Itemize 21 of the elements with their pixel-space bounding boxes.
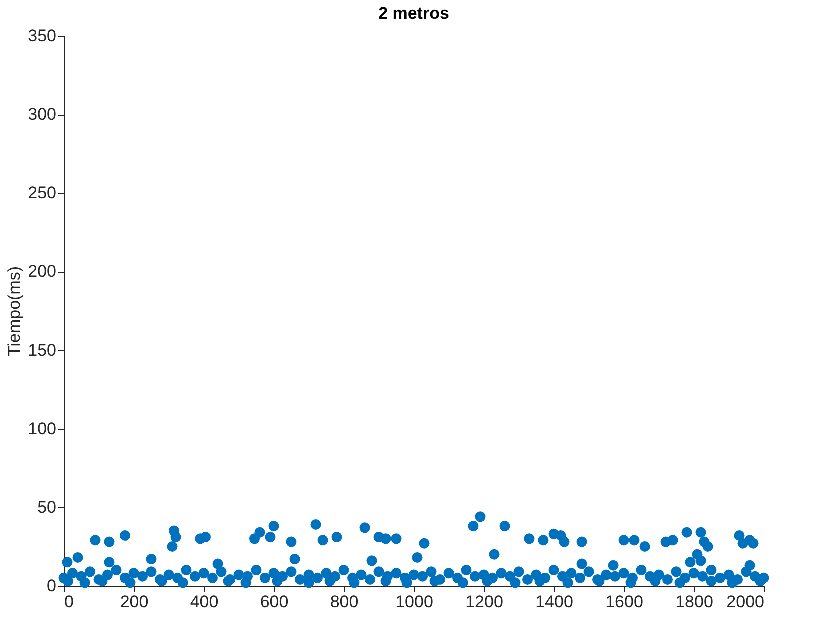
x-tick-label: 200 <box>120 592 149 612</box>
x-tick-label: 1600 <box>606 592 644 612</box>
y-tick-label: 50 <box>38 498 56 517</box>
y-tick-label: 200 <box>28 262 56 282</box>
x-tick-label: 1000 <box>396 592 434 612</box>
x-tick-label: 800 <box>330 592 359 612</box>
y-tick-label: 0 <box>47 576 56 596</box>
x-tick-label: 400 <box>190 592 219 612</box>
x-tick-label: 600 <box>260 592 289 612</box>
x-tick-label: 1400 <box>536 592 574 612</box>
x-tick-label: 0 <box>64 592 74 612</box>
y-tick-label: 100 <box>28 419 56 438</box>
y-tick-label: 150 <box>28 340 56 360</box>
y-axis-title: Tiempo(ms) <box>5 266 24 357</box>
y-tick-label: 250 <box>28 184 56 203</box>
x-tick-label: 2000 <box>726 592 764 612</box>
x-tick-label: 1800 <box>676 592 714 612</box>
x-tick-label: 1200 <box>466 592 504 612</box>
y-tick-label: 350 <box>28 26 56 46</box>
chart-title: 2 metros <box>378 4 450 23</box>
y-tick-label: 300 <box>28 105 56 124</box>
